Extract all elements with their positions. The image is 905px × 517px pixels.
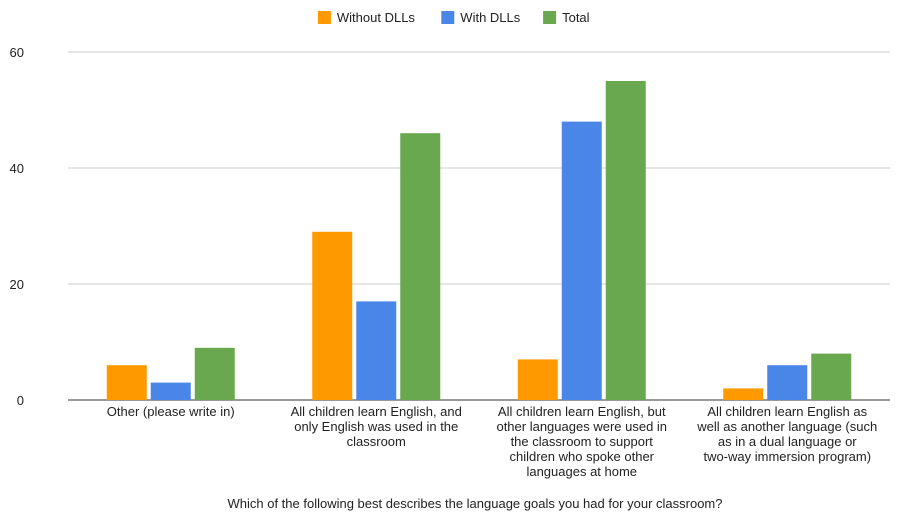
x-tick-label-line: other languages were used in [496, 419, 667, 434]
x-axis-label: Which of the following best describes th… [227, 496, 722, 511]
bar-with-dlls-2 [561, 121, 602, 400]
y-tick-label: 60 [10, 45, 24, 60]
x-tick-label-line: All children learn English, and [291, 404, 462, 419]
bar-with-dlls-1 [356, 301, 397, 400]
x-tick-label-line: as in a dual language or [718, 434, 857, 449]
bar-with-dlls-0 [150, 382, 191, 400]
x-tick-label-line: the classroom to support [511, 434, 654, 449]
legend-label: Total [562, 10, 590, 25]
x-tick-label-line: well as another language (such [696, 419, 877, 434]
bar-with-dlls-3 [767, 365, 808, 400]
x-tick-label: All children learn English, and only Engl… [291, 404, 462, 449]
x-tick-label-line: classroom [347, 434, 406, 449]
x-tick-label-line: children who spoke other [509, 449, 654, 464]
x-tick-label-line: All children learn English as [707, 404, 867, 419]
bar-without-dlls-0 [106, 365, 147, 400]
bar-without-dlls-3 [723, 388, 764, 400]
bar-total-2 [605, 81, 646, 400]
bars [106, 81, 852, 400]
bar-without-dlls-2 [517, 359, 558, 400]
x-tick-label: All children learn English, but other lan… [496, 404, 667, 479]
x-axis-tick-labels: Other (please write in) All children lear… [107, 404, 877, 479]
y-tick-label: 40 [10, 161, 24, 176]
y-axis-tick-labels: 0 20 40 60 [10, 45, 24, 408]
legend-label: With DLLs [460, 10, 520, 25]
grid-lines [68, 51, 890, 401]
legend: Without DLLs With DLLs Total [317, 10, 590, 25]
bar-without-dlls-1 [312, 231, 353, 400]
legend-swatch [441, 11, 455, 24]
legend-swatch [543, 11, 557, 24]
x-tick-label: All children learn English as well as ano… [696, 404, 877, 464]
legend-swatch [317, 11, 331, 24]
x-tick-label-line: two-way immersion program) [703, 449, 871, 464]
bar-total-1 [400, 133, 441, 400]
legend-label: Without DLLs [337, 10, 416, 25]
x-tick-label-line: only English was used in the [294, 419, 458, 434]
x-tick-label-line: All children learn English, but [498, 404, 666, 419]
x-tick-label-line: languages at home [526, 464, 637, 479]
x-tick-label: Other (please write in) [107, 404, 235, 419]
bar-total-3 [811, 353, 852, 400]
y-tick-label: 0 [17, 393, 24, 408]
bar-total-0 [194, 347, 235, 400]
y-tick-label: 20 [10, 277, 24, 292]
x-tick-label-line: Other (please write in) [107, 404, 235, 419]
